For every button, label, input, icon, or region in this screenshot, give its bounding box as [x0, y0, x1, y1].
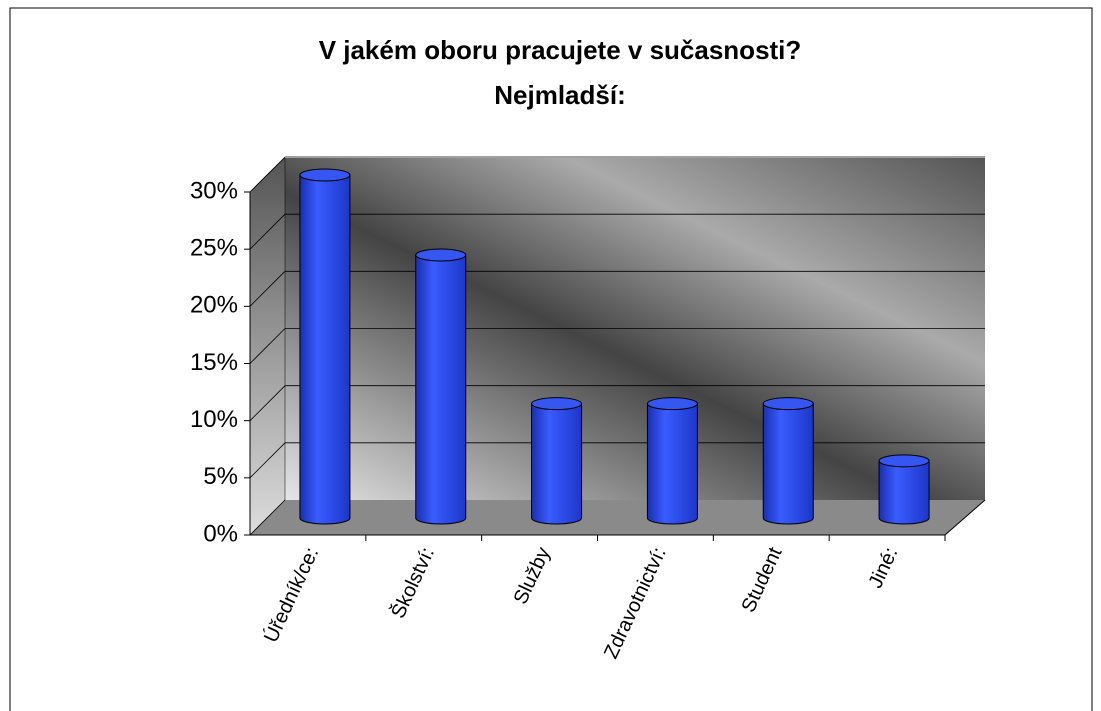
- bar-top: [878, 454, 930, 468]
- bar: [646, 397, 698, 525]
- grid-line: [249, 328, 286, 364]
- bar: [415, 248, 467, 525]
- floor: [250, 500, 985, 535]
- bar-body: [531, 403, 583, 525]
- bar: [299, 168, 351, 525]
- y-tick-label: 25%: [190, 235, 238, 262]
- bar-top: [531, 397, 583, 411]
- bar: [762, 397, 814, 525]
- bar-body: [299, 174, 351, 525]
- back-wall: [285, 158, 985, 500]
- grid-line: [249, 442, 286, 479]
- y-tick-label: 30%: [190, 177, 238, 204]
- y-tick-label: 0%: [203, 520, 238, 547]
- bar-body: [762, 403, 814, 525]
- axis: [944, 499, 986, 536]
- bar-top: [762, 397, 814, 411]
- grid-line: [249, 156, 286, 193]
- grid-line: [249, 385, 286, 421]
- bar-top: [299, 168, 351, 182]
- y-tick-label: 10%: [190, 406, 238, 433]
- grid-line: [249, 271, 286, 307]
- bar-body: [878, 460, 930, 525]
- bar: [878, 454, 930, 525]
- bar-top: [646, 397, 698, 411]
- grid-line: [249, 499, 286, 536]
- y-tick-label: 20%: [190, 292, 238, 319]
- y-tick-label: 15%: [190, 349, 238, 376]
- chart-title: V jakém oboru pracujete v sučasnosti?: [319, 35, 802, 65]
- bar-top: [415, 248, 467, 262]
- bar: [531, 397, 583, 525]
- y-tick-label: 5%: [203, 463, 238, 490]
- bar-body: [415, 254, 467, 525]
- chart-subtitle: Nejmladší:: [494, 80, 626, 110]
- bar-body: [646, 403, 698, 525]
- grid-line: [249, 213, 286, 250]
